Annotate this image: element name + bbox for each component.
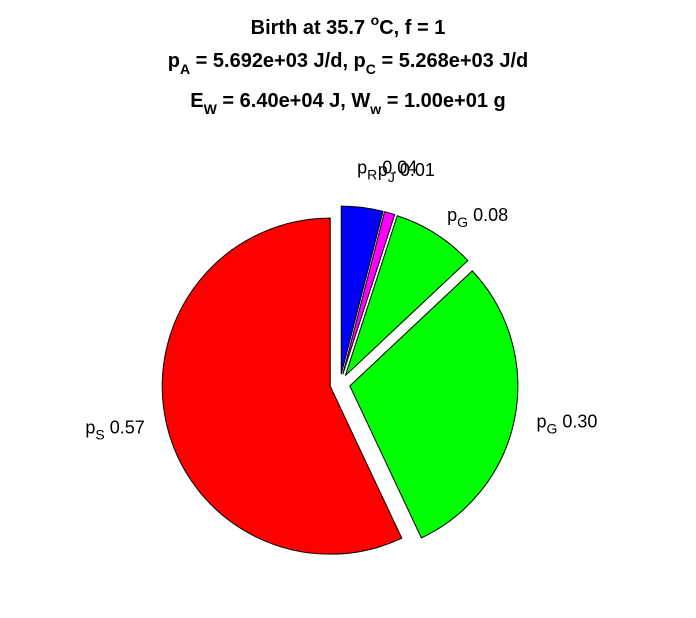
title-segment: = 6.40e+04 J, W [217, 90, 371, 112]
title-segment: = 1.00e+01 g [381, 90, 506, 112]
title-line-1: Birth at 35.7 oC, f = 1 [251, 12, 446, 39]
title-line-3: EW = 6.40e+04 J, Ww = 1.00e+01 g [190, 90, 505, 117]
title-segment: = 5.268e+03 J/d [376, 50, 528, 72]
title-segment: o [371, 12, 380, 28]
slice-pR [340, 205, 384, 375]
title-segment: = 5.692e+03 J/d, p [190, 50, 366, 72]
pie-slices [161, 205, 519, 555]
title-segment: A [180, 61, 190, 77]
chart-title: Birth at 35.7 oC, f = 1 pA = 5.692e+03 J/… [168, 12, 529, 117]
slice-label-pS: pS 0.57 [85, 418, 144, 443]
slice-label-pG-small: pG 0.08 [447, 205, 508, 230]
slice-label-pR: pR 0.04 [357, 158, 417, 183]
title-segment: C [366, 61, 376, 77]
slice-pJ [342, 211, 396, 375]
title-segment: p [168, 50, 180, 72]
slice-label-pG-large: pG 0.30 [536, 411, 597, 436]
title-segment: E [190, 90, 203, 112]
title-line-2: pA = 5.692e+03 J/d, pC = 5.268e+03 J/d [168, 50, 529, 77]
slice-pG-small [344, 215, 469, 376]
slice-pS [161, 217, 403, 555]
title-segment: Birth at 35.7 [251, 17, 371, 39]
title-segment: C, f = 1 [379, 17, 445, 39]
slice-pG-large [349, 270, 519, 539]
title-segment: w [369, 101, 381, 117]
title-segment: W [204, 101, 218, 117]
slice-label-pJ: pJ 0.01 [378, 160, 435, 185]
